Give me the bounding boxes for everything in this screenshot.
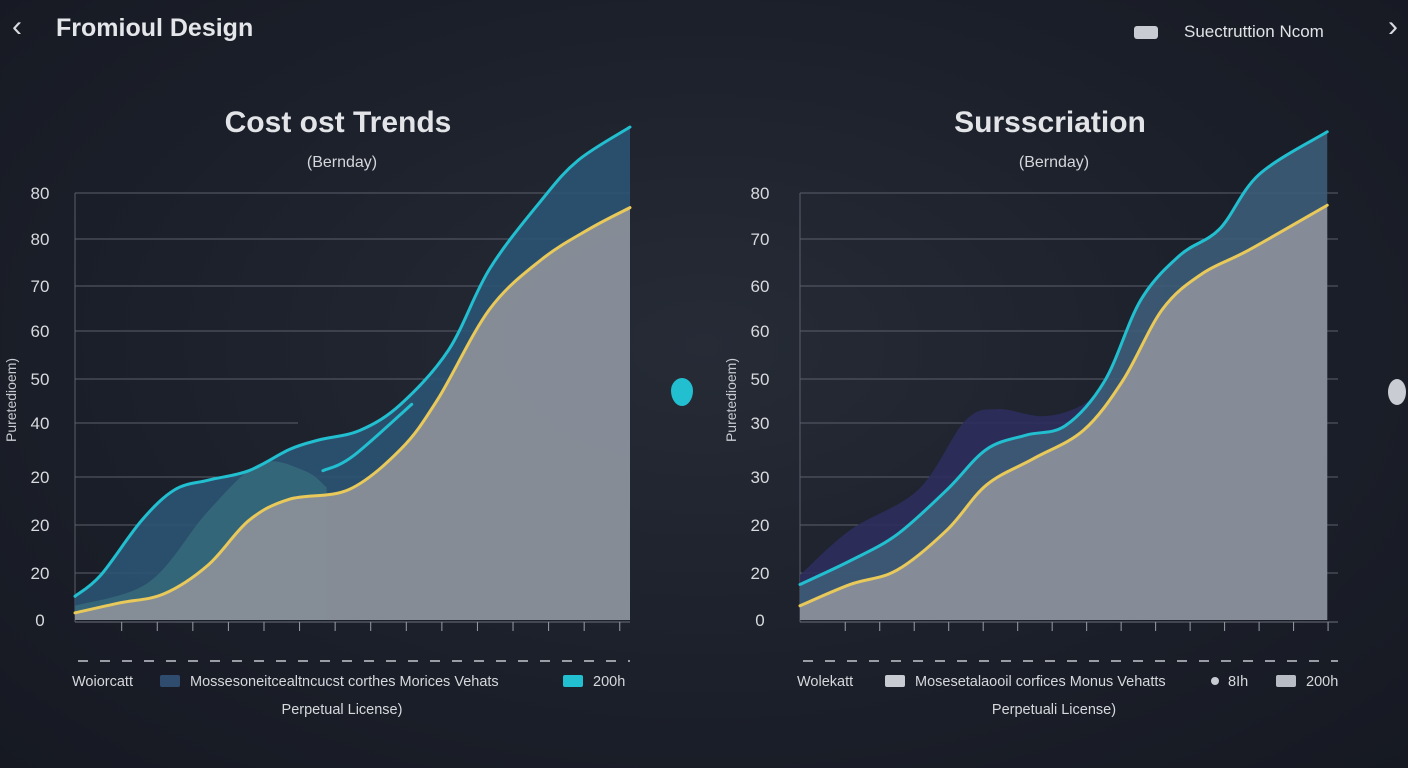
x-axis-label: Perpetual License) <box>282 702 403 718</box>
chart-subtitle: (Bernday) <box>1019 154 1089 171</box>
legend-item: 200h <box>1306 674 1338 690</box>
legend-swatch <box>885 675 905 687</box>
back-button[interactable]: ‹ <box>12 10 22 44</box>
legend-swatch <box>1276 675 1296 687</box>
y-tick-label: 40 <box>31 414 50 433</box>
legend-item: Woiorcatt <box>72 674 133 690</box>
series-area-2 <box>75 207 630 620</box>
y-tick-label: 80 <box>751 184 770 203</box>
legend-swatch <box>563 675 583 687</box>
subscription-toggle-icon[interactable] <box>1134 26 1158 39</box>
carousel-handle[interactable] <box>1388 379 1406 405</box>
series-line-0 <box>73 125 632 598</box>
chart-title: Sursscriation <box>954 106 1146 139</box>
chevron-right-icon: › <box>1388 10 1398 43</box>
y-tick-label: 60 <box>751 277 770 296</box>
chart-subtitle: (Bernday) <box>307 154 377 171</box>
chevron-left-icon: ‹ <box>12 10 22 43</box>
legend-item: Wolekatt <box>797 674 853 690</box>
forward-button[interactable]: › <box>1388 10 1398 44</box>
y-tick-label: 80 <box>31 230 50 249</box>
series-line-2 <box>798 203 1329 608</box>
y-tick-label: 0 <box>755 611 764 630</box>
y-tick-label: 60 <box>31 322 50 341</box>
y-tick-label: 20 <box>31 516 50 535</box>
carousel-handle-active[interactable] <box>671 378 693 406</box>
y-tick-label: 30 <box>751 414 770 433</box>
x-axis-label: Perpetuali License) <box>992 702 1116 718</box>
y-tick-label: 20 <box>751 564 770 583</box>
series-line-1 <box>798 130 1329 586</box>
legend-item: 200h <box>593 674 625 690</box>
y-tick-label: 70 <box>31 277 50 296</box>
series-line-2 <box>73 206 632 615</box>
y-axis-label: Puretedioem) <box>3 358 19 442</box>
series-line-3 <box>321 402 414 473</box>
legend-item: Mossesoneitcealtncucst corthes Morices V… <box>190 674 499 690</box>
legend-item: 8Ih <box>1228 674 1248 690</box>
chart-title: Cost ost Trends <box>225 106 452 139</box>
legend-swatch <box>160 675 180 687</box>
app-title: Fromioul Design <box>56 14 254 42</box>
y-tick-label: 70 <box>751 230 770 249</box>
legend-item: Mosesetalaooil corfices Monus Vehatts <box>915 674 1166 690</box>
y-tick-label: 60 <box>751 322 770 341</box>
y-tick-label: 20 <box>751 516 770 535</box>
legend-dot <box>1211 677 1219 685</box>
y-tick-label: 30 <box>751 468 770 487</box>
y-axis-label: Puretedioem) <box>723 358 739 442</box>
y-tick-label: 20 <box>31 468 50 487</box>
y-tick-label: 80 <box>31 184 50 203</box>
y-tick-label: 50 <box>31 370 50 389</box>
y-tick-label: 20 <box>31 564 50 583</box>
y-tick-label: 50 <box>751 370 770 389</box>
y-tick-label: 0 <box>35 611 44 630</box>
series-area-2 <box>800 205 1328 620</box>
subscription-label[interactable]: Suectruttion Ncom <box>1184 22 1324 41</box>
